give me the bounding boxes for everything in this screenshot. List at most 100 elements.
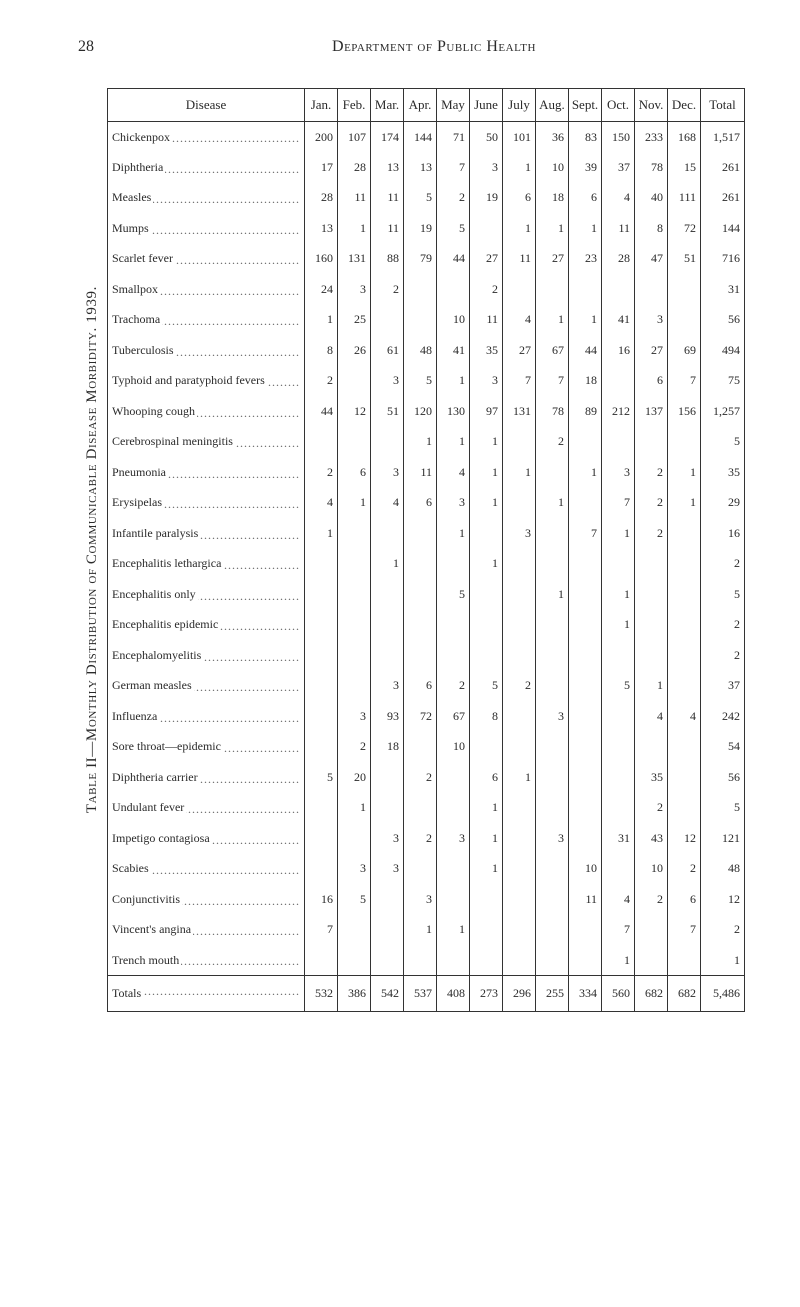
totals-value: 408 (437, 976, 470, 1012)
cell-value: 1 (536, 579, 569, 610)
cell-value (602, 366, 635, 397)
cell-value: 4 (503, 305, 536, 336)
cell-value (470, 945, 503, 976)
cell-value: 1 (602, 579, 635, 610)
cell-value: 44 (305, 396, 338, 427)
cell-value: 6 (470, 762, 503, 793)
cell-value: 48 (404, 335, 437, 366)
cell-value: 11 (470, 305, 503, 336)
cell-value: 6 (404, 671, 437, 702)
cell-value: 83 (569, 122, 602, 153)
cell-value: 75 (701, 366, 745, 397)
cell-value: 18 (371, 732, 404, 763)
cell-value: 1 (305, 305, 338, 336)
cell-value (503, 701, 536, 732)
cell-value: 37 (701, 671, 745, 702)
cell-value: 121 (701, 823, 745, 854)
table-row: Encephalitis lethargica112 (108, 549, 745, 580)
cell-value (371, 427, 404, 458)
cell-value (503, 915, 536, 946)
cell-value (569, 427, 602, 458)
cell-value (338, 366, 371, 397)
cell-value (338, 823, 371, 854)
cell-value (305, 549, 338, 580)
table-caption: Table II—Monthly Distribution of Communi… (78, 286, 107, 813)
cell-value: 44 (569, 335, 602, 366)
cell-value: 5 (701, 793, 745, 824)
cell-value (305, 823, 338, 854)
cell-value (338, 610, 371, 641)
disease-name: Typhoid and paratyphoid fevers (108, 366, 305, 397)
cell-value: 5 (404, 366, 437, 397)
cell-value: 61 (371, 335, 404, 366)
cell-value: 1 (668, 457, 701, 488)
cell-value: 3 (602, 457, 635, 488)
table-row: Undulant fever1125 (108, 793, 745, 824)
table-row: German measles362525137 (108, 671, 745, 702)
table-row: Erysipelas414631172129 (108, 488, 745, 519)
disease-name: Undulant fever (108, 793, 305, 824)
cell-value: 5 (470, 671, 503, 702)
cell-value (536, 854, 569, 885)
col-header-month: Sept. (569, 89, 602, 122)
cell-value (371, 793, 404, 824)
cell-value (668, 671, 701, 702)
cell-value (602, 762, 635, 793)
disease-name: Diphtheria carrier (108, 762, 305, 793)
cell-value (371, 762, 404, 793)
table-row: Trench mouth11 (108, 945, 745, 976)
totals-value: 682 (635, 976, 668, 1012)
cell-value (305, 701, 338, 732)
cell-value (602, 274, 635, 305)
cell-value: 7 (602, 488, 635, 519)
cell-value: 1 (404, 915, 437, 946)
cell-value: 2 (635, 884, 668, 915)
cell-value: 23 (569, 244, 602, 275)
cell-value: 2 (635, 518, 668, 549)
cell-value: 5 (305, 762, 338, 793)
cell-value: 2 (635, 793, 668, 824)
cell-value (569, 610, 602, 641)
cell-value: 51 (668, 244, 701, 275)
cell-value: 6 (338, 457, 371, 488)
cell-value (338, 945, 371, 976)
totals-value: 273 (470, 976, 503, 1012)
col-header-month: May (437, 89, 470, 122)
cell-value: 27 (470, 244, 503, 275)
cell-value (569, 945, 602, 976)
col-header-month: Aug. (536, 89, 569, 122)
cell-value (602, 732, 635, 763)
cell-value: 5 (602, 671, 635, 702)
cell-value: 29 (701, 488, 745, 519)
cell-value: 28 (338, 152, 371, 183)
cell-value: 72 (404, 701, 437, 732)
cell-value: 25 (338, 305, 371, 336)
cell-value (536, 915, 569, 946)
cell-value (305, 579, 338, 610)
cell-value: 19 (404, 213, 437, 244)
cell-value (503, 274, 536, 305)
cell-value: 101 (503, 122, 536, 153)
cell-value: 35 (635, 762, 668, 793)
cell-value: 2 (305, 366, 338, 397)
cell-value: 1 (470, 793, 503, 824)
cell-value: 20 (338, 762, 371, 793)
cell-value: 72 (668, 213, 701, 244)
cell-value: 79 (404, 244, 437, 275)
cell-value: 54 (701, 732, 745, 763)
cell-value: 8 (635, 213, 668, 244)
table-row: Influenza39372678344242 (108, 701, 745, 732)
col-header-month: Total (701, 89, 745, 122)
cell-value: 2 (668, 854, 701, 885)
cell-value (668, 579, 701, 610)
cell-value: 13 (305, 213, 338, 244)
cell-value (470, 610, 503, 641)
totals-value: 542 (371, 976, 404, 1012)
cell-value (503, 427, 536, 458)
table-row: Measles28111152196186440111261 (108, 183, 745, 214)
cell-value: 3 (338, 854, 371, 885)
cell-value: 16 (701, 518, 745, 549)
cell-value (668, 610, 701, 641)
cell-value: 8 (305, 335, 338, 366)
cell-value (668, 305, 701, 336)
